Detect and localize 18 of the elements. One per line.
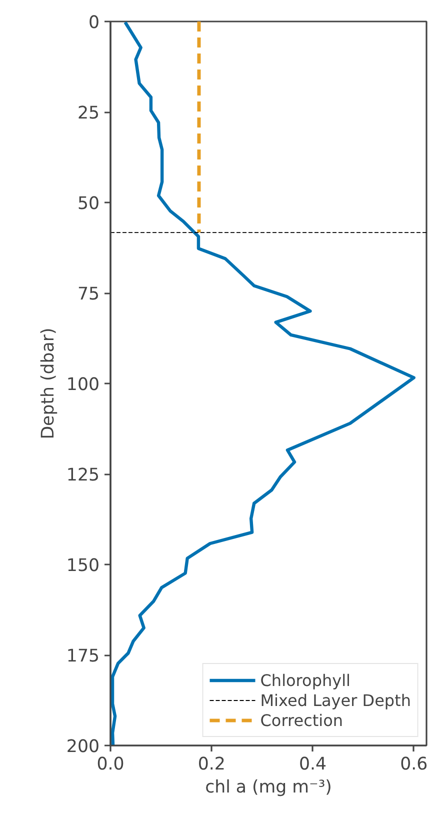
x-tick-label: 0.0 (96, 754, 124, 774)
y-tick-label: 75 (77, 284, 100, 304)
y-tick-label: 150 (66, 556, 100, 576)
legend-label: Chlorophyll (260, 670, 350, 690)
y-tick-label: 50 (77, 194, 100, 214)
y-tick-label: 200 (66, 737, 100, 757)
x-axis-title: chl a (mg m⁻³) (205, 778, 332, 798)
legend-label: Correction (260, 710, 344, 730)
x-tick-label: 0.6 (400, 754, 428, 774)
x-tick-label: 0.4 (298, 754, 327, 774)
y-tick-label: 0 (88, 13, 100, 33)
y-tick-label: 100 (66, 375, 100, 395)
legend-label: Mixed Layer Depth (260, 690, 411, 710)
y-axis-title: Depth (dbar) (38, 328, 58, 440)
y-tick-label: 125 (66, 466, 100, 486)
y-tick-label: 25 (77, 104, 100, 124)
y-tick-label: 175 (66, 646, 100, 666)
x-tick-label: 0.2 (198, 754, 226, 774)
